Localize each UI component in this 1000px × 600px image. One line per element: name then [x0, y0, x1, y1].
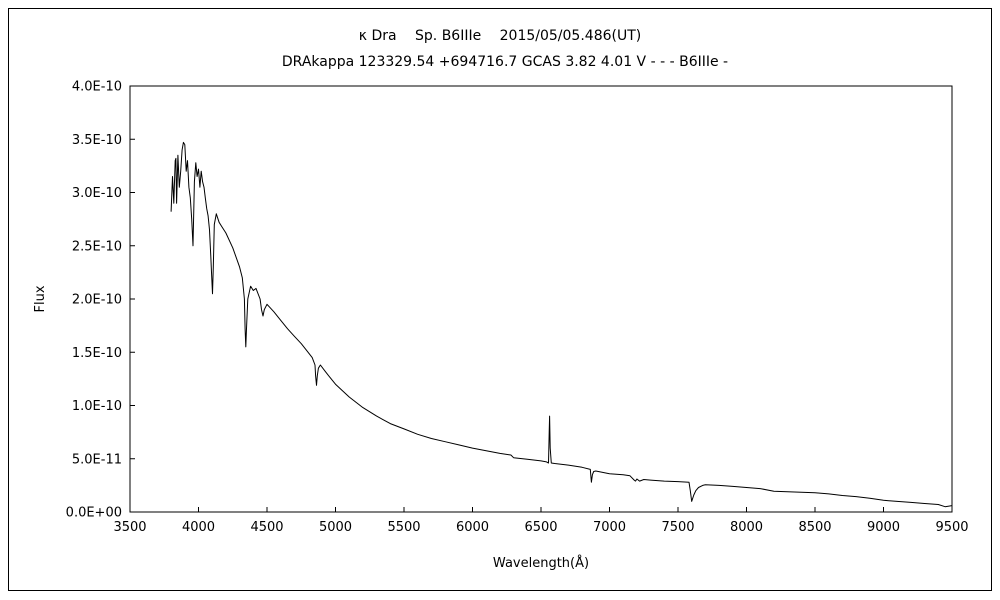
y-tick-label: 3.5E-10: [72, 133, 122, 148]
x-tick-label: 9500: [935, 520, 968, 535]
x-tick-label: 9000: [867, 520, 900, 535]
chart-subtitle: DRAkappa 123329.54 +694716.7 GCAS 3.82 4…: [282, 54, 728, 70]
x-axis-label: Wavelength(Å): [493, 555, 589, 571]
y-tick-label: 2.5E-10: [72, 239, 122, 254]
y-tick-label: 0.0E+00: [66, 506, 122, 521]
y-tick-label: 1.5E-10: [72, 346, 122, 361]
x-tick-label: 7500: [661, 520, 694, 535]
y-tick-label: 4.0E-10: [72, 80, 122, 95]
x-tick-label: 3500: [113, 520, 146, 535]
x-tick-label: 4500: [250, 520, 283, 535]
y-tick-label: 2.0E-10: [72, 293, 122, 308]
x-axis: 3500 4000 4500 5000 5500 6000 6500 7000 7500 8000…: [113, 507, 969, 535]
plot-series: [170, 141, 953, 508]
y-tick-label: 1.0E-10: [72, 399, 122, 414]
x-tick-label: 8000: [730, 520, 763, 535]
x-tick-label: 6500: [524, 520, 557, 535]
spectrum-line: [170, 141, 953, 508]
y-tick-label: 5.0E-11: [72, 452, 122, 467]
chart-title: κ Dra Sp. B6IIIe 2015/05/05.486(UT): [359, 28, 642, 44]
y-tick-label: 3.0E-10: [72, 186, 122, 201]
plot-area: [129, 85, 953, 513]
y-axis-label: Flux: [33, 285, 48, 312]
x-tick-label: 7000: [593, 520, 626, 535]
x-tick-label: 6000: [456, 520, 489, 535]
x-tick-label: 5500: [387, 520, 420, 535]
x-tick-label: 8500: [798, 520, 831, 535]
x-tick-label: 5000: [319, 520, 352, 535]
x-tick-label: 4000: [182, 520, 215, 535]
y-axis: 0.0E+00 5.0E-11 1.0E-10 1.5E-10 2.0E-10 2.5E-…: [66, 80, 135, 521]
